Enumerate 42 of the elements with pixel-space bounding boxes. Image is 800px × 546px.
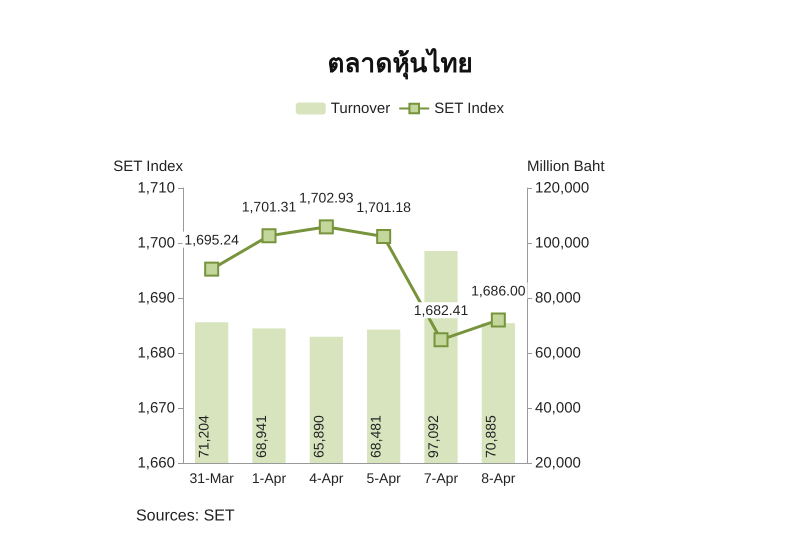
y2-tick-label: 20,000 [535, 454, 581, 472]
data-label: 71,204 [196, 414, 212, 458]
x-tick-label: 1-Apr [252, 470, 286, 486]
y-tick-label: 1,710 [137, 180, 175, 196]
point [490, 312, 506, 328]
point [318, 219, 334, 234]
y-tick-label: 1,690 [137, 290, 175, 306]
data-label: 68,481 [368, 414, 384, 458]
y2-tick-label: 60,000 [535, 344, 581, 362]
source-note: Sources: SET [136, 508, 235, 524]
chart-title: ตลาดหุ้นไทย [328, 47, 472, 80]
y2-axis-title: Million Baht [527, 158, 606, 175]
x-tick-label: 4-Apr [309, 470, 344, 486]
y-tick-label: 1,670 [137, 400, 175, 416]
x-tick-label: 7-Apr [424, 470, 458, 486]
data-label: 68,941 [253, 414, 269, 458]
data-label: 1,686.00 [471, 282, 526, 298]
point [204, 262, 220, 277]
y2-tick-label: 100,000 [535, 234, 590, 252]
data-label: 1,701.31 [242, 198, 296, 214]
y-tick-label: 1,680 [137, 344, 175, 362]
y2-tick-label: 120,000 [535, 180, 590, 196]
x-tick-label: 5-Apr [366, 470, 402, 486]
data-label: 1,695.24 [184, 232, 240, 248]
y-axis-title: SET Index [113, 158, 184, 175]
y2-tick-label: 80,000 [535, 290, 581, 306]
y2-tick-label: 40,000 [535, 400, 581, 416]
data-label: 1,682.41 [414, 302, 468, 318]
data-label: 1,702.93 [299, 189, 354, 206]
legend-label: Turnover [330, 100, 390, 117]
data-label: 70,885 [482, 414, 498, 458]
point [262, 228, 276, 244]
x-tick-label: 31-Mar [189, 470, 234, 486]
y-tick-label: 1,660 [137, 454, 175, 472]
x-tick-label: 8-Apr [481, 470, 516, 486]
data-label: 65,890 [310, 414, 326, 458]
data-label: 97,092 [425, 414, 441, 458]
legend-label: SET Index [434, 100, 504, 117]
point [434, 332, 448, 348]
y-tick-label: 1,700 [137, 234, 175, 252]
data-label: 1,701.18 [356, 199, 412, 216]
point [376, 229, 392, 244]
